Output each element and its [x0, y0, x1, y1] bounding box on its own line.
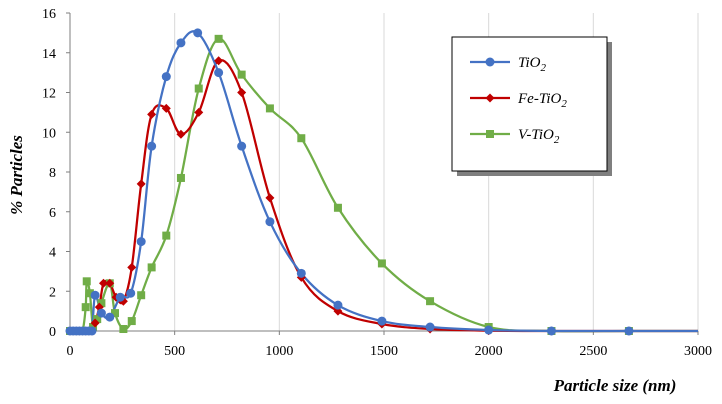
series-1-point-25	[484, 325, 494, 335]
legend-entry-3: V-TiO2	[470, 127, 560, 146]
legend-label-1: TiO2	[518, 55, 547, 74]
series-2-point-20	[214, 56, 224, 66]
x-tick-label-0: 0	[67, 344, 74, 359]
gridlines	[174, 13, 699, 331]
series-2-point-16	[147, 109, 157, 119]
x-tick-label-2000: 2000	[475, 344, 503, 359]
legend-marker-1	[485, 57, 495, 67]
series-1-point-17	[193, 28, 203, 38]
series-2-point-10	[98, 278, 108, 288]
legend: TiO2 Fe-TiO2 V-TiO2	[451, 36, 612, 176]
y-tick-label-16: 16	[42, 7, 56, 22]
series-markers-1	[65, 28, 634, 336]
series-3-point-9	[93, 315, 102, 324]
series-1-point-15	[161, 72, 171, 82]
series-3-point-17	[162, 231, 171, 240]
y-tick-label-6: 6	[49, 206, 56, 221]
series-2-point-11	[105, 278, 115, 288]
legend-entry-1: TiO2	[470, 55, 547, 74]
series-3-point-24	[333, 203, 342, 212]
series-2-point-14	[127, 262, 137, 272]
series-2-point-19	[194, 107, 204, 117]
series-1-point-23	[377, 316, 387, 326]
x-tick-label-1500: 1500	[370, 344, 398, 359]
series-3-point-15	[137, 291, 146, 300]
series-1-point-11	[115, 292, 125, 302]
series-1-point-9	[96, 308, 106, 318]
series-3-point-23	[297, 134, 306, 143]
series-1-point-18	[214, 68, 224, 78]
legend-label-2: Fe-TiO2	[517, 91, 567, 110]
series-layer	[65, 28, 698, 336]
series-3-point-5	[81, 303, 90, 312]
y-tick-label-12: 12	[42, 87, 56, 102]
series-1-point-24	[425, 322, 435, 332]
series-3-point-7	[85, 289, 94, 298]
series-3-point-16	[147, 263, 156, 272]
legend-label-3: V-TiO2	[518, 127, 560, 146]
y-axis-label: % Particles	[7, 135, 26, 215]
series-2-point-21	[237, 88, 247, 97]
series-1-point-7	[87, 326, 97, 336]
series-3-point-13	[119, 325, 128, 334]
series-3-point-18	[176, 173, 185, 182]
series-3-point-22	[265, 104, 274, 113]
series-1-point-21	[296, 268, 306, 278]
series-3-point-12	[111, 309, 120, 318]
x-tick-label-3000: 3000	[684, 344, 712, 359]
series-2-point-22	[265, 193, 275, 203]
series-1-point-19	[237, 141, 247, 151]
series-1-point-22	[333, 300, 343, 310]
series-3-point-21	[237, 70, 246, 79]
x-tick-label-1000: 1000	[265, 344, 293, 359]
series-3-point-6	[82, 277, 91, 286]
series-2-point-8	[90, 318, 100, 328]
series-3-point-25	[377, 259, 386, 268]
series-1-point-8	[90, 290, 100, 300]
series-1-point-13	[136, 237, 146, 247]
series-2-point-15	[136, 179, 146, 189]
y-tick-label-4: 4	[49, 246, 56, 261]
legend-entry-2: Fe-TiO2	[470, 91, 567, 110]
series-1-point-12	[126, 288, 136, 298]
series-1-point-10	[105, 312, 115, 322]
x-tick-label-2500: 2500	[579, 344, 607, 359]
x-tick-label-500: 500	[164, 344, 185, 359]
series-1-point-14	[147, 141, 157, 151]
series-3-point-14	[127, 317, 136, 326]
legend-marker-2	[485, 93, 495, 103]
tick-labels: 0 2 4 6 8 10 12 14 16 0 500 1000 1500 2000 2500 3000	[42, 7, 712, 359]
series-1-point-26	[546, 326, 556, 336]
series-3-point-10	[97, 299, 106, 308]
series-1-point-20	[265, 217, 275, 227]
series-3-point-19	[194, 84, 203, 93]
legend-box	[451, 36, 608, 172]
series-3-point-20	[214, 34, 223, 43]
series-2-point-18	[176, 129, 186, 139]
y-tick-label-2: 2	[49, 285, 56, 300]
series-2-point-17	[161, 103, 171, 113]
series-3-point-26	[426, 297, 435, 306]
legend-marker-3	[486, 130, 494, 138]
y-tick-label-14: 14	[42, 47, 56, 62]
y-tick-label-10: 10	[42, 126, 56, 141]
x-axis-label: Particle size (nm)	[553, 376, 677, 395]
y-tick-label-8: 8	[49, 166, 56, 181]
y-tick-label-0: 0	[49, 325, 56, 340]
series-1-point-27	[624, 326, 634, 336]
series-1-point-16	[176, 38, 186, 48]
